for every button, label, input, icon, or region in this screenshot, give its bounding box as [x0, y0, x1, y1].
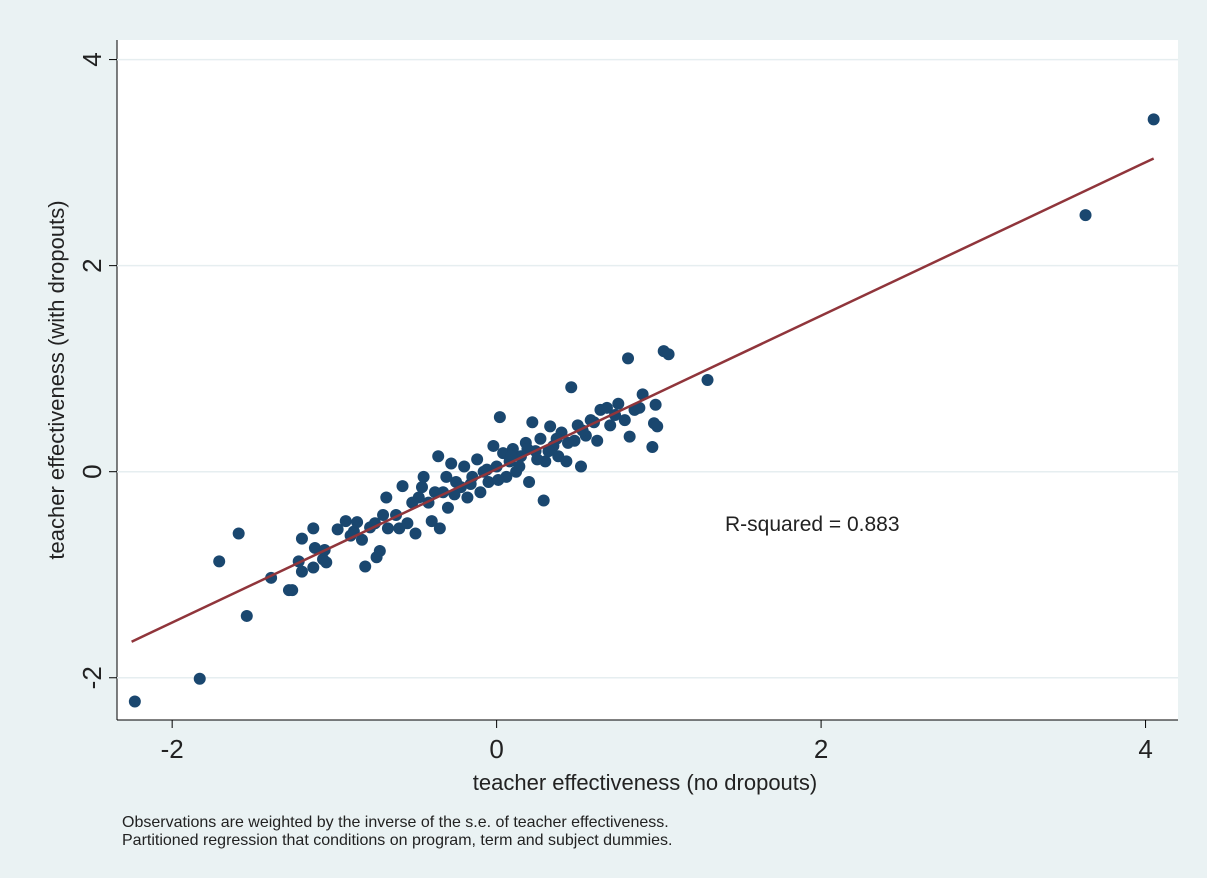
point — [409, 527, 422, 540]
point — [308, 541, 321, 554]
y-tick-label: 4 — [77, 52, 107, 66]
x-tick-label: 2 — [814, 734, 828, 764]
note: Partitioned regression that conditions o… — [122, 832, 673, 849]
point — [565, 381, 578, 394]
point — [377, 508, 390, 521]
point — [295, 565, 308, 578]
point — [1079, 209, 1092, 222]
point — [445, 457, 458, 470]
point — [428, 486, 441, 499]
point — [1147, 113, 1160, 126]
y-tick-label: 2 — [77, 258, 107, 272]
point — [649, 398, 662, 411]
point — [286, 584, 299, 597]
point — [432, 450, 445, 463]
point — [373, 545, 386, 558]
point — [646, 440, 659, 453]
point — [662, 348, 675, 361]
y-axis-label: teacher effectiveness (with dropouts) — [44, 200, 69, 559]
x-tick-label: 0 — [489, 734, 503, 764]
y-tick-label: -2 — [77, 666, 107, 689]
point — [604, 419, 617, 432]
fit-line — [131, 157, 1155, 643]
point — [433, 522, 446, 535]
point — [320, 556, 333, 569]
point — [339, 515, 352, 528]
point — [560, 455, 573, 468]
point — [591, 434, 604, 447]
point — [240, 609, 253, 622]
point — [534, 432, 547, 445]
point — [471, 453, 484, 466]
point — [213, 555, 226, 568]
point — [531, 453, 544, 466]
point — [600, 401, 613, 414]
point — [381, 522, 394, 535]
point — [396, 480, 409, 493]
point — [355, 533, 368, 546]
point — [562, 436, 575, 449]
point — [417, 470, 430, 483]
point — [544, 420, 557, 433]
y-tick-label: 0 — [77, 464, 107, 478]
point — [612, 397, 625, 410]
point — [307, 522, 320, 535]
point — [380, 491, 393, 504]
point — [622, 352, 635, 365]
point — [482, 476, 495, 488]
point — [193, 672, 206, 685]
point — [128, 695, 141, 708]
point — [415, 481, 428, 494]
point — [425, 515, 438, 528]
point — [487, 439, 500, 452]
point — [474, 486, 487, 499]
x-tick-label: -2 — [161, 734, 184, 764]
point — [232, 527, 245, 540]
point — [537, 494, 550, 507]
point — [618, 414, 631, 427]
point — [307, 561, 320, 574]
point — [441, 501, 454, 514]
point — [440, 470, 453, 483]
point — [295, 532, 308, 545]
point — [401, 517, 414, 530]
point — [651, 420, 664, 433]
point — [461, 491, 474, 504]
point — [458, 460, 471, 473]
point — [523, 476, 536, 488]
point — [623, 430, 636, 443]
point — [492, 473, 505, 486]
annotation: R-squared = 0.883 — [725, 513, 900, 536]
x-tick-label: 4 — [1138, 734, 1152, 764]
point — [493, 411, 506, 424]
point — [574, 460, 587, 473]
point — [359, 560, 372, 573]
point — [406, 496, 419, 509]
point — [505, 450, 518, 463]
x-axis-label: teacher effectiveness (no dropouts) — [473, 770, 817, 795]
point — [513, 460, 526, 473]
note: Observations are weighted by the inverse… — [122, 814, 669, 831]
point — [542, 445, 555, 458]
point — [701, 374, 714, 386]
point — [331, 523, 344, 536]
point — [526, 416, 539, 429]
point — [633, 401, 646, 414]
point — [351, 516, 364, 529]
plot-area — [117, 40, 1178, 720]
